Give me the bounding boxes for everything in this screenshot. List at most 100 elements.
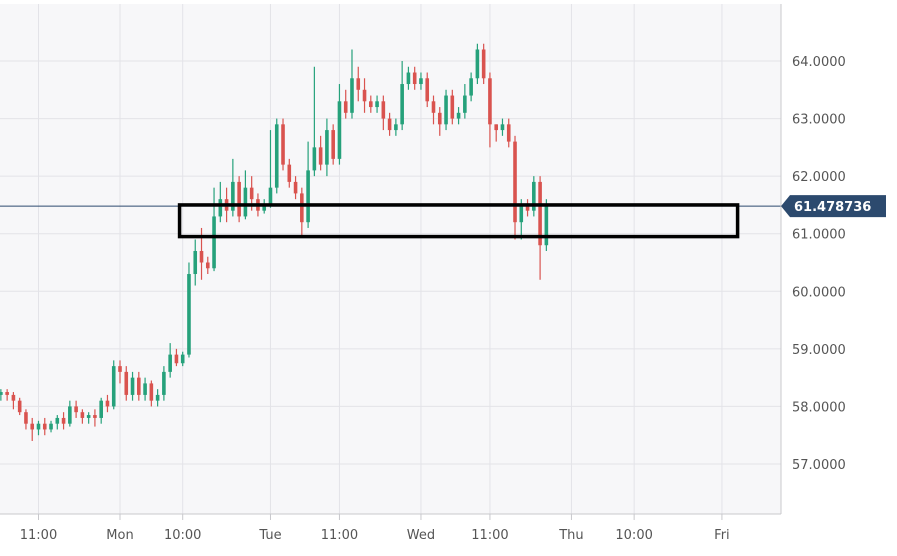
candle-body [513, 141, 517, 223]
candle-body [80, 412, 85, 418]
candle-body [431, 101, 436, 113]
candle-body [381, 101, 386, 119]
price-tick-label: 59.0000 [792, 343, 846, 358]
candle-body [268, 187, 273, 205]
candle-body [55, 417, 60, 424]
candle-body [463, 95, 467, 113]
price-tick-label: 63.0000 [792, 113, 846, 128]
candle-body [262, 204, 267, 211]
candle-body [500, 124, 505, 131]
candle-body [337, 101, 342, 159]
candle-body [180, 354, 185, 364]
candle-body [437, 112, 442, 125]
candle-body [68, 406, 72, 424]
candle-body [343, 101, 348, 113]
candle-body [42, 423, 47, 430]
candle-body [199, 250, 204, 263]
time-tick-label: Thu [558, 528, 583, 543]
candle-body [212, 216, 216, 269]
time-tick-label: 11:00 [321, 528, 358, 543]
time-tick-label: Tue [258, 528, 281, 543]
candle-body [325, 130, 329, 165]
candle-body [155, 394, 160, 401]
price-tick-label: 62.0000 [792, 170, 846, 185]
candle-body [450, 95, 455, 119]
time-tick-label: Fri [714, 528, 730, 543]
candle-body [369, 101, 373, 108]
candle-body [124, 371, 129, 395]
candle-body [425, 78, 430, 102]
candle-body [331, 130, 335, 159]
time-tick-label: 11:00 [20, 528, 57, 543]
candle-body [61, 417, 66, 424]
price-tick-label: 61.0000 [792, 228, 846, 243]
candle-body [274, 124, 279, 188]
time-axis-ticks: 11:00 Mon 10:00 Tue 11:00 Wed 11:00 Thu 10:00 Fri [20, 514, 730, 543]
candle-body [412, 72, 417, 85]
candle-body [93, 415, 97, 418]
candle-body [544, 206, 549, 246]
time-tick-label: 10:00 [615, 528, 652, 543]
candle-body [375, 101, 379, 108]
candle-body [362, 89, 367, 102]
candle-body [143, 383, 147, 395]
candle-body [287, 164, 292, 182]
candle-body [519, 204, 524, 223]
candle-body [99, 400, 103, 418]
candle-body [30, 423, 35, 430]
price-tick-label: 57.0000 [792, 458, 846, 473]
candle-body [306, 170, 310, 223]
candle-body [406, 72, 411, 85]
candle-body [118, 366, 122, 372]
candle-body [130, 377, 135, 395]
grid-lines [0, 4, 781, 514]
candle-body [281, 124, 285, 165]
candle-body [318, 147, 323, 165]
candle-body [231, 181, 235, 211]
candle-body [243, 187, 248, 217]
candle-body [137, 377, 141, 395]
candle-body [300, 193, 304, 223]
candle-body [11, 394, 16, 401]
candle-body [506, 124, 511, 142]
plot-background [0, 4, 781, 514]
price-axis-ticks: 57.0000 58.0000 59.0000 60.0000 61.0000 62.00… [792, 55, 846, 473]
candle-body [49, 423, 53, 430]
current-price-tag-shape [781, 195, 886, 218]
price-tick-label: 60.0000 [792, 285, 846, 300]
candle-body [387, 118, 392, 131]
candle-body [168, 354, 172, 372]
price-tick-label: 58.0000 [792, 400, 846, 415]
candle-body [293, 181, 298, 194]
candle-body [475, 49, 480, 79]
candle-body [74, 406, 78, 413]
candle-body [356, 78, 361, 90]
candle-body [149, 383, 154, 401]
candle-body [218, 199, 223, 217]
candle-body [105, 400, 110, 407]
candle-body [36, 423, 41, 430]
current-price-label: 61.478736 [794, 200, 871, 215]
candle-body [187, 274, 191, 355]
candle-body [525, 204, 530, 211]
candle-body [400, 84, 404, 125]
candle-body [494, 124, 498, 131]
candle-body [205, 262, 210, 269]
candle-body [174, 354, 179, 364]
candle-body [111, 366, 116, 407]
time-tick-label: Mon [106, 528, 133, 543]
candle-body [5, 392, 9, 395]
time-tick-label: Wed [407, 528, 435, 543]
time-tick-label: 10:00 [164, 528, 201, 543]
candle-body [456, 112, 461, 119]
candle-body [249, 187, 254, 200]
candle-body [0, 392, 3, 395]
price-tick-label: 64.0000 [792, 55, 846, 70]
candle-body [162, 371, 166, 395]
candle-body [469, 78, 473, 96]
candle-body [17, 400, 22, 413]
candle-body [444, 95, 448, 125]
candle-body [24, 412, 28, 424]
candle-body [350, 78, 354, 113]
